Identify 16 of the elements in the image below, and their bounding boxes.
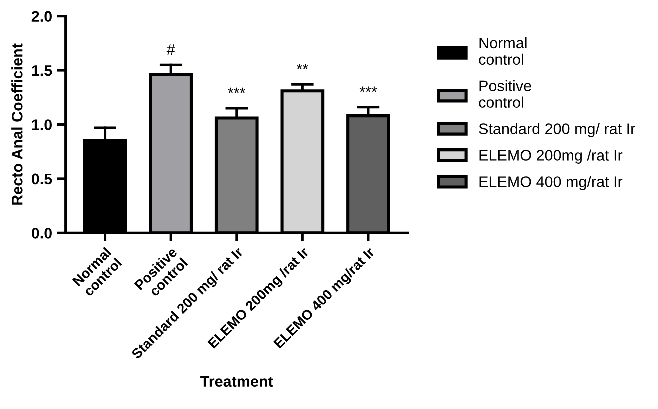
y-axis-title: Recto Anal Coefficient: [12, 44, 23, 205]
legend-label: ELEMO 200mg /rat Ir: [480, 150, 623, 164]
y-tick-label: 1.5: [32, 66, 52, 76]
legend-label: Positive control: [479, 80, 532, 108]
y-tick-label: 1.0: [32, 120, 52, 130]
x-axis-title: Treatment: [200, 376, 274, 388]
annotation: ***: [360, 86, 378, 92]
annotation: **: [296, 64, 308, 70]
legend-label: ELEMO 400 mg/rat Ir: [480, 176, 623, 190]
legend-label: Standard 200 mg/ rat Ir: [479, 123, 636, 138]
y-tick-label: 0.5: [32, 174, 52, 185]
legend-label: Normal control: [479, 37, 527, 66]
y-tick-label: 0.0: [32, 228, 52, 239]
annotation: ***: [228, 88, 246, 94]
y-tick-label: 2.0: [32, 11, 52, 22]
annotation: #: [166, 44, 176, 56]
